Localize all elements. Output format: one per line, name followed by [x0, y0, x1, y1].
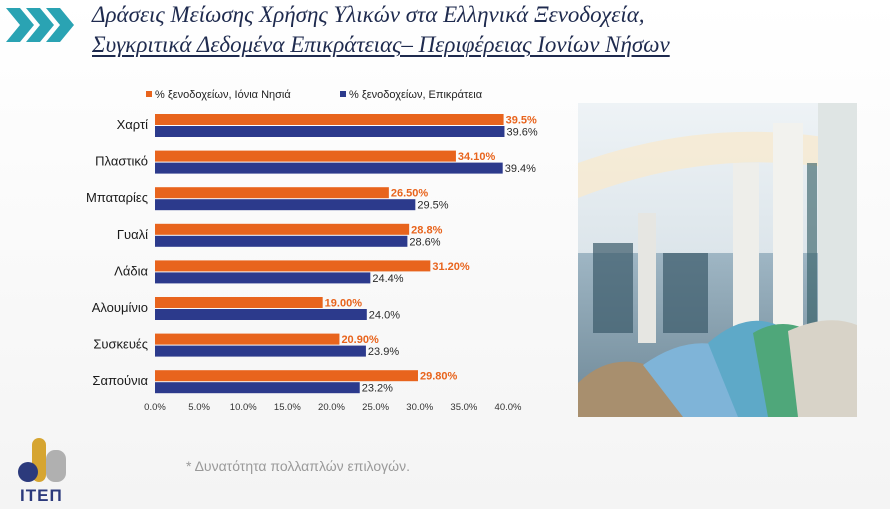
bar-ionian	[155, 297, 323, 308]
bar-national	[155, 309, 367, 320]
bar-national	[155, 345, 366, 357]
data-label-national: 24.0%	[369, 310, 400, 322]
data-label-national: 39.6%	[506, 127, 537, 139]
x-tick-label: 5.0%	[188, 402, 210, 413]
hotel-lobby-recycling-photo	[578, 103, 857, 417]
category-label: Χαρτί	[117, 117, 149, 132]
x-tick-label: 10.0%	[230, 402, 257, 413]
category-label: Λάδια	[114, 263, 148, 278]
data-label-ionian: 29.80%	[420, 371, 458, 383]
bar-national	[155, 235, 408, 247]
x-tick-label: 0.0%	[144, 402, 166, 413]
data-label-national: 28.6%	[409, 236, 440, 248]
bar-ionian	[155, 150, 456, 162]
data-label-ionian: 34.10%	[458, 151, 496, 163]
bar-national	[155, 199, 416, 211]
legend: % ξενοδοχείων, Ιόνια Νησιά % ξενοδοχείων…	[146, 89, 483, 101]
x-tick-label: 35.0%	[450, 402, 477, 413]
data-label-ionian: 28.8%	[411, 224, 442, 236]
legend-swatch-national	[340, 91, 346, 97]
data-label-ionian: 31.20%	[432, 261, 470, 273]
legend-swatch-ionian	[146, 91, 152, 97]
category-label: Συσκευές	[93, 337, 148, 352]
data-label-national: 29.5%	[417, 200, 448, 212]
x-tick-label: 25.0%	[362, 402, 389, 413]
itep-logo	[18, 438, 66, 482]
bar-ionian	[155, 114, 504, 125]
bar-ionian	[155, 370, 418, 382]
bar-national	[155, 126, 505, 137]
x-tick-label: 40.0%	[495, 402, 522, 413]
category-label: Πλαστικό	[95, 154, 148, 169]
data-label-ionian: 20.90%	[341, 334, 379, 346]
bar-national	[155, 162, 503, 174]
data-label-national: 23.9%	[368, 346, 399, 358]
page-title-line-1: Δράσεις Μείωσης Χρήσης Υλικών στα Ελληνι…	[92, 2, 645, 27]
x-tick-label: 20.0%	[318, 402, 345, 413]
data-label-ionian: 19.00%	[325, 298, 363, 310]
chevron-arrows-icon	[6, 8, 74, 42]
category-label: Σαπούνια	[92, 373, 148, 388]
bar-ionian	[155, 333, 340, 345]
data-label-national: 39.4%	[505, 163, 536, 175]
bar-ionian	[155, 187, 389, 199]
category-label: Γυαλί	[117, 227, 148, 242]
data-label-national: 24.4%	[372, 273, 403, 285]
category-label: Αλουμίνιο	[92, 300, 148, 315]
logo-text: ΙΤΕΠ	[20, 486, 63, 505]
data-label-national: 23.2%	[362, 383, 393, 395]
data-label-ionian: 39.5%	[506, 115, 537, 127]
bar-national	[155, 272, 371, 284]
bar-ionian	[155, 260, 431, 272]
legend-label-national: % ξενοδοχείων, Επικράτεια	[349, 89, 483, 101]
bar-chart: % ξενοδοχείων, Ιόνια Νησιά % ξενοδοχείων…	[86, 89, 538, 413]
category-label: Μπαταρίες	[86, 190, 148, 205]
x-tick-label: 15.0%	[274, 402, 301, 413]
page-title-line-2: Συγκριτικά Δεδομένα Επικράτειας– Περιφέρ…	[92, 32, 670, 57]
data-label-ionian: 26.50%	[391, 188, 429, 200]
footnote: * Δυνατότητα πολλαπλών επιλογών.	[186, 458, 410, 474]
bar-ionian	[155, 223, 410, 235]
bar-national	[155, 382, 360, 394]
x-tick-label: 30.0%	[406, 402, 433, 413]
legend-label-ionian: % ξενοδοχείων, Ιόνια Νησιά	[155, 89, 291, 101]
